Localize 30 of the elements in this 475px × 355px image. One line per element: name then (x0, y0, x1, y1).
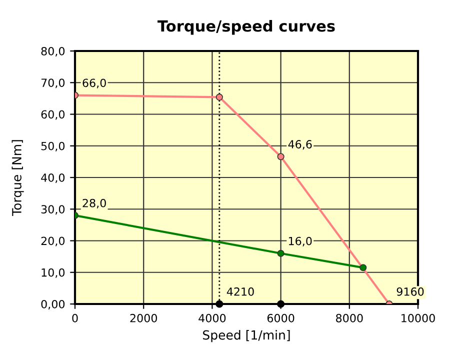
annotation: 4210 (226, 287, 254, 296)
point (277, 250, 284, 257)
y-tick-label: 20,0 (41, 236, 65, 246)
y-tick-label: 10,0 (42, 268, 65, 278)
x-tick-label: 2000 (130, 314, 157, 322)
annotation: 66,0 (82, 78, 106, 88)
x-tick-label: 4000 (198, 314, 226, 322)
point (360, 264, 367, 272)
point (216, 94, 223, 101)
y-tick-label: 70,0 (41, 78, 65, 88)
y-tick-label: 30,0 (41, 205, 65, 215)
y-axis-title: Torque [Nm] (12, 140, 24, 216)
x-tick-label: 6000 (267, 314, 294, 322)
point (216, 300, 224, 308)
annotation: 46,6 (288, 140, 312, 150)
x-tick-label: 0 (72, 314, 78, 322)
chart-title: Torque/speed curves (158, 20, 335, 35)
x-tick-label: 8000 (336, 314, 363, 322)
y-tick-label: 40,0 (41, 173, 65, 184)
annotation: 16,0 (288, 236, 312, 246)
y-tick-label: 80,0 (41, 46, 65, 57)
x-axis-title: Speed [1/min] (203, 330, 290, 342)
point (277, 153, 284, 160)
x-tick-label: 10000 (402, 314, 435, 322)
y-tick-label: 50,0 (41, 142, 65, 152)
annotation: 9160 (396, 287, 424, 296)
y-tick-label: 0,00 (41, 300, 65, 310)
annotation: 28,0 (82, 198, 106, 208)
y-tick-label: 60,0 (41, 110, 65, 120)
point (277, 300, 285, 308)
